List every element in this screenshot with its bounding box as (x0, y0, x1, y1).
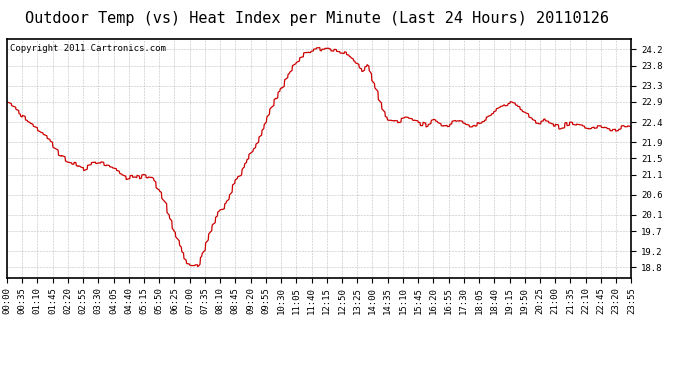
Text: Copyright 2011 Cartronics.com: Copyright 2011 Cartronics.com (10, 44, 166, 53)
Text: Outdoor Temp (vs) Heat Index per Minute (Last 24 Hours) 20110126: Outdoor Temp (vs) Heat Index per Minute … (26, 11, 609, 26)
